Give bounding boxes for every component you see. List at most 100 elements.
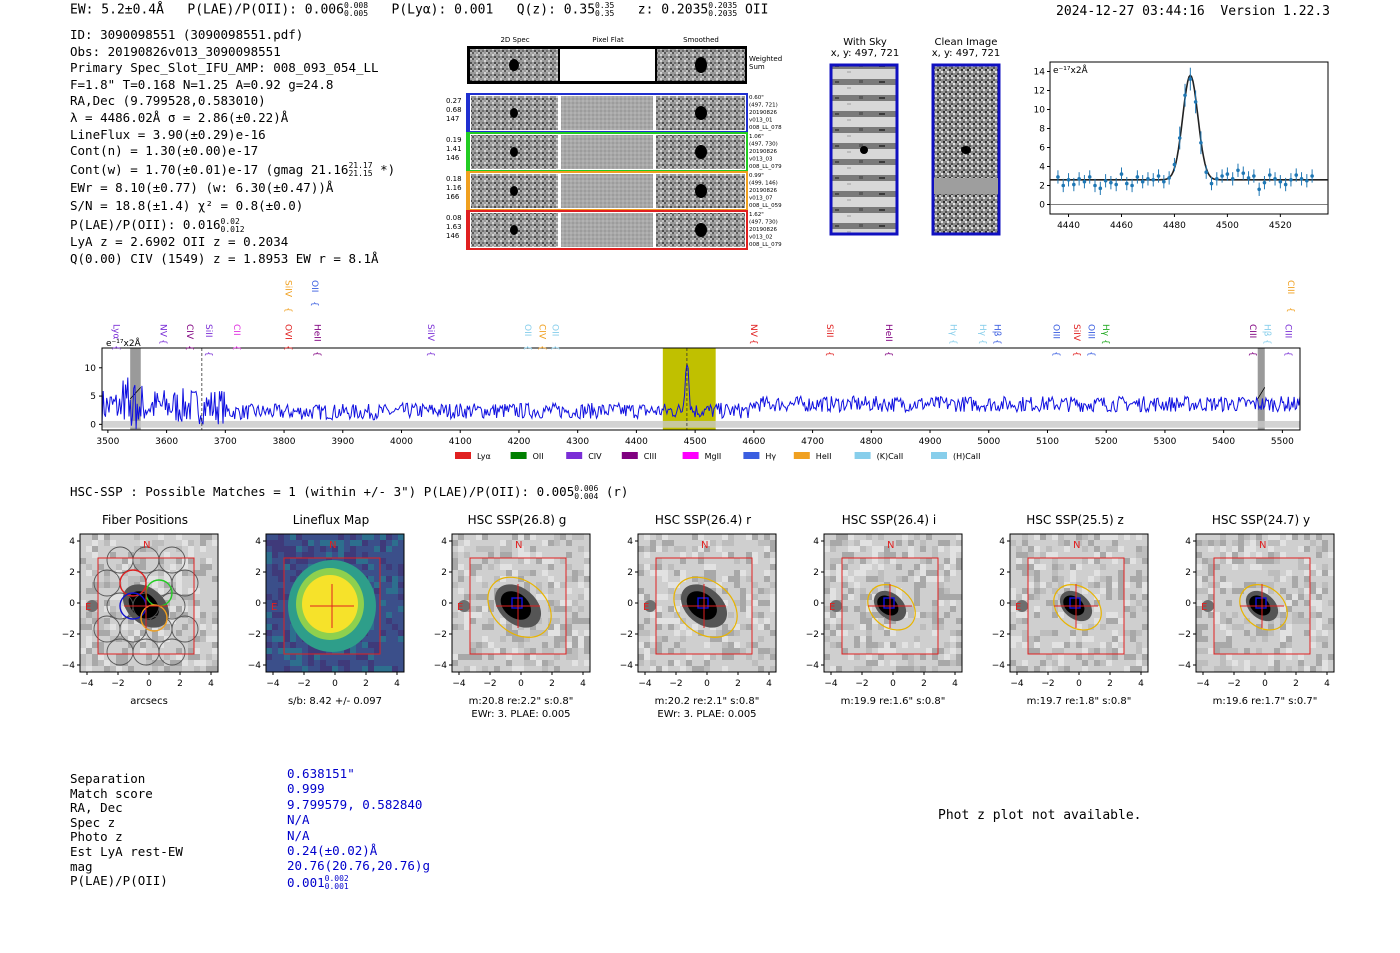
hsc-pixel [170,564,176,570]
hsc-pixel [1070,564,1076,570]
fit-ytick-label: 6 [1039,144,1045,154]
emission-line-label-text: CIV [536,324,546,340]
hsc-pixel [266,624,272,630]
hsc-pixel [860,558,866,564]
hsc-pixel [488,606,494,612]
hsc-pixel [350,558,356,564]
hsc-pixel [1310,642,1316,648]
hsc-pixel [194,648,200,654]
hsc-pixel [374,588,380,594]
hsc-pixel [704,546,710,552]
match-label: Spec z [70,814,116,830]
hsc-pixel [152,582,158,588]
fit-data-point [1172,162,1177,167]
hsc-pixel [914,534,920,540]
hsc-pixel [284,558,290,564]
hsc-pixel [1202,624,1208,630]
hsc-pixel [1196,630,1202,636]
hsc-pixel [338,534,344,540]
hsc-pixel [140,648,146,654]
hsc-pixel [830,594,836,600]
hsc-pixel [884,624,890,630]
hsc-pixel [338,546,344,552]
hsc-pixel [530,546,536,552]
contw-lo: 21.15 [348,169,373,179]
hsc-pixel [1118,594,1124,600]
hsc-pixel [638,570,644,576]
hsc-ytick-label: −2 [434,630,447,640]
hsc-pixel [86,642,92,648]
spectrum-ytick-label: 5 [90,392,96,402]
hsc-pixel [1202,540,1208,546]
hsc-pixel [944,564,950,570]
hsc-pixel [650,666,656,672]
hsc-panel: HSC SSP(25.5) z N E −4 −4 −2 −2 0 0 2 2 4 4 m:19.7 re… [982,512,1168,727]
hsc-pixel [1010,642,1016,648]
hsc-pixel [164,552,170,558]
hsc-pixel [464,624,470,630]
hsc-pixel [1304,618,1310,624]
hsc-pixel [476,534,482,540]
cutout-pixelflat [561,96,653,130]
aperture-ellipse [487,576,552,638]
emission-line-label: CII{ [231,324,241,351]
hsc-pixel [98,630,104,636]
hsc-pixel [764,648,770,654]
hsc-pixel [542,570,548,576]
hsc-pixel [866,576,872,582]
hsc-pixel [1010,540,1016,546]
match-label: mag [70,858,93,874]
hsc-pixel [1208,582,1214,588]
hsc-pixel [80,648,86,654]
hsc-pixel [452,582,458,588]
hsc-pixel [1136,552,1142,558]
hsc-pixel [458,654,464,660]
hsc-xtick-label: 4 [952,679,958,689]
hsc-pixel [830,546,836,552]
hsc-panel-title: HSC SSP(24.7) y [1211,513,1311,527]
hsc-pixel [1298,564,1304,570]
hsc-pixel [1328,654,1334,660]
spectrum-xtick-label: 4700 [801,437,824,447]
hsc-ytick-label: 2 [1185,568,1191,578]
hsc-pixel [1016,594,1022,600]
hsc-pixel [836,576,842,582]
hsc-pixel [1046,654,1052,660]
hsc-pixel [1310,582,1316,588]
hsc-pixel [1286,636,1292,642]
hsc-pixel [1040,552,1046,558]
hsc-pixel [740,648,746,654]
hsc-pixel [842,648,848,654]
hsc-pixel [1280,588,1286,594]
hsc-pixel [926,570,932,576]
match-value: 0.999 [287,781,325,797]
info-lya: LyA z = 2.6902 OII z = 0.2034 [70,234,289,250]
hsc-pixel [866,618,872,624]
fit-xtick-label: 4440 [1057,221,1080,231]
hsc-pixel [722,666,728,672]
hsc-pixel [758,666,764,672]
cutout-smoothed-source [695,184,707,198]
hsc-pixel [704,654,710,660]
hsc-pixel [1136,642,1142,648]
hsc-pixel [176,666,182,672]
hsc-pixel [1028,564,1034,570]
hsc-pixel [752,582,758,588]
hsc-pixel [458,576,464,582]
hsc-pixel [578,606,584,612]
hsc-pixel [716,546,722,552]
hsc-pixel [1196,666,1202,672]
hsc-pixel [1280,552,1286,558]
neighbor-source [1016,600,1028,612]
fit-data-point [1066,178,1071,182]
hsc-xtick-label: −4 [1196,679,1210,689]
hsc-pixel [662,534,668,540]
hsc-pixel [650,540,656,546]
emission-line-label-top: OII{ [309,280,319,307]
hsc-pixel [1256,540,1262,546]
hsc-pixel [1268,552,1274,558]
hsc-pixel [1232,648,1238,654]
hsc-pixel [836,558,842,564]
hsc-pixel [1088,540,1094,546]
